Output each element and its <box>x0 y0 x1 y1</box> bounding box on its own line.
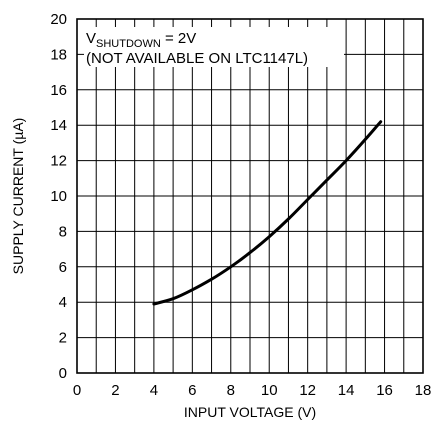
y-tick-label: 6 <box>59 259 67 276</box>
annotation-v: V <box>86 30 96 47</box>
y-tick-label: 0 <box>59 365 67 382</box>
x-tick-label: 12 <box>299 382 316 399</box>
x-tick-label: 16 <box>376 382 393 399</box>
annotation-value: = 2V <box>161 30 196 47</box>
y-tick-label: 20 <box>50 11 67 28</box>
annotation-subscript: SHUTDOWN <box>96 38 161 50</box>
annotation-line-1: VSHUTDOWN = 2V <box>86 30 196 50</box>
x-tick-label: 10 <box>261 382 278 399</box>
grid <box>76 18 424 374</box>
annotation-line-2: (NOT AVAILABLE ON LTC1147L) <box>86 50 308 67</box>
y-tick-label: 8 <box>59 223 67 240</box>
y-axis-title: SUPPLY CURRENT (µA) <box>10 118 26 275</box>
x-tick-labels: 0 2 4 6 8 10 12 14 16 18 <box>73 382 432 399</box>
y-tick-labels: 0 2 4 6 8 10 12 14 16 18 20 <box>50 11 67 382</box>
y-tick-label: 2 <box>59 330 67 347</box>
x-tick-label: 4 <box>150 382 158 399</box>
annotation-background <box>84 27 344 67</box>
x-tick-label: 6 <box>188 382 196 399</box>
y-tick-label: 18 <box>50 46 67 63</box>
y-tick-label: 4 <box>59 294 67 311</box>
x-tick-label: 2 <box>111 382 119 399</box>
y-tick-label: 16 <box>50 82 67 99</box>
y-tick-label: 10 <box>50 188 67 205</box>
x-tick-label: 18 <box>415 382 432 399</box>
series-line <box>152 120 383 306</box>
x-tick-label: 0 <box>73 382 81 399</box>
plot-frame <box>76 18 424 374</box>
x-axis-title: INPUT VOLTAGE (V) <box>184 404 316 420</box>
x-tick-label: 8 <box>227 382 235 399</box>
y-tick-label: 12 <box>50 153 67 170</box>
y-tick-label: 14 <box>50 117 67 134</box>
x-tick-label: 14 <box>338 382 355 399</box>
